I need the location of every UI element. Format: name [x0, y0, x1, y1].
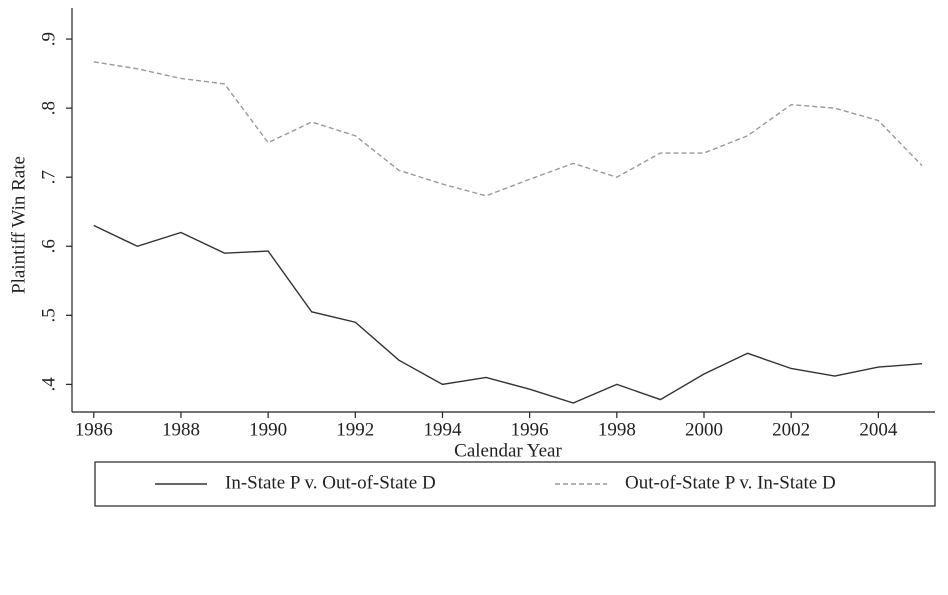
x-tick-label: 1986 — [75, 419, 113, 440]
x-tick-label: 1988 — [162, 419, 200, 440]
y-tick-label: .5 — [38, 308, 59, 322]
legend-label: In-State P v. Out-of-State D — [225, 472, 436, 493]
x-tick-label: 1998 — [598, 419, 636, 440]
x-tick-label: 1990 — [249, 419, 287, 440]
x-tick-label: 1994 — [423, 419, 462, 440]
x-tick-label: 2000 — [685, 419, 723, 440]
y-tick-label: .8 — [38, 101, 59, 115]
x-tick-label: 1992 — [336, 419, 374, 440]
y-tick-label: .4 — [38, 377, 59, 392]
legend-box — [94, 461, 936, 507]
x-tick-label: 2002 — [772, 419, 810, 440]
x-axis-label: Calendar Year — [454, 440, 562, 461]
y-tick-label: .7 — [38, 170, 59, 184]
y-axis-label: Plaintiff Win Rate — [8, 156, 29, 294]
legend-label: Out-of-State P v. In-State D — [625, 472, 836, 493]
x-tick-label: 2004 — [859, 419, 898, 440]
x-tick-label: 1996 — [511, 419, 549, 440]
y-tick-label: .6 — [38, 239, 59, 253]
series-line — [93, 61, 923, 197]
y-tick-label: .9 — [38, 32, 59, 46]
series-line — [93, 224, 922, 404]
